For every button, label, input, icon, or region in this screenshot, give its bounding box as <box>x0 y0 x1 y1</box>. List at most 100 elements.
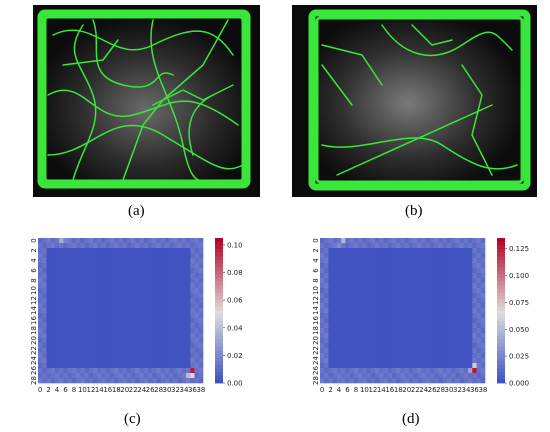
heatmap-c-cell <box>152 308 157 314</box>
heatmap-d-cell <box>430 253 435 259</box>
heatmap-d-cell <box>446 348 452 354</box>
heatmap-d-cell <box>404 353 410 359</box>
heatmap-c-cell <box>198 313 204 319</box>
heatmap-c-cell <box>143 248 149 254</box>
heatmap-c-cell <box>80 373 85 379</box>
heatmap-c-ytick: 22 <box>30 346 38 355</box>
heatmap-c-cell <box>93 323 98 329</box>
heatmap-d-cell <box>425 333 431 339</box>
heatmap-c-cell <box>42 273 47 279</box>
heatmap-c-cell <box>152 293 157 299</box>
heatmap-d-cell <box>400 328 405 334</box>
heatmap-c-cell <box>88 288 94 294</box>
heatmap-c-cell <box>59 358 64 364</box>
heatmap-d-cell <box>413 263 418 269</box>
heatmap-c-cell <box>42 278 47 284</box>
heatmap-c-cell <box>198 353 204 359</box>
heatmap-c-cell <box>164 358 170 364</box>
heatmap-d-cell <box>408 273 414 279</box>
heatmap-c-cell <box>131 293 136 299</box>
heatmap-c-colorbar-step <box>215 263 223 268</box>
heatmap-d-cell <box>400 293 405 299</box>
heatmap-c-cell <box>190 313 195 319</box>
heatmap-c-cell <box>109 278 115 284</box>
heatmap-c-cell <box>152 243 157 249</box>
heatmap-d-cell <box>413 323 418 329</box>
heatmap-d-cell <box>413 358 418 364</box>
heatmap-c-colorbar-label: 0.10 <box>227 241 243 249</box>
heatmap-c-cell <box>143 258 149 264</box>
heatmap-d-cell <box>404 368 410 374</box>
heatmap-c-cell <box>38 283 43 289</box>
heatmap-c-cell <box>148 248 153 254</box>
heatmap-d-cell <box>362 323 367 329</box>
heatmap-d-cell <box>358 368 363 374</box>
heatmap-d-cell <box>417 248 422 254</box>
heatmap-d-cell <box>438 293 443 299</box>
tracking-image-a <box>33 5 260 197</box>
heatmap-c-cell <box>122 288 128 294</box>
heatmap-c-cell <box>67 348 73 354</box>
heatmap-d-cell <box>438 313 443 319</box>
heatmap-c-cell <box>93 268 98 274</box>
heatmap-d-cell <box>446 253 452 259</box>
heatmap-c-cell <box>50 238 56 244</box>
heatmap-c-cell <box>50 318 56 324</box>
heatmap-c-cell <box>101 368 106 374</box>
heatmap-d-cell <box>438 348 443 354</box>
heatmap-c-cell <box>177 353 183 359</box>
heatmap-c-cell <box>131 338 136 344</box>
heatmap-c-cell <box>46 288 51 294</box>
heatmap-d-cell <box>438 263 443 269</box>
heatmap-c-cell <box>93 338 98 344</box>
heatmap-d-cell <box>345 293 350 299</box>
heatmap-c-cell <box>46 358 51 364</box>
heatmap-d-colorbar-label: 0.025 <box>509 353 529 361</box>
heatmap-c-cell <box>50 343 56 349</box>
heatmap-c-cell <box>88 303 94 309</box>
heatmap-c-cell <box>143 373 149 379</box>
heatmap-d-cell <box>451 298 456 304</box>
heatmap-d-cell <box>463 373 469 379</box>
heatmap-d-cell <box>341 298 346 304</box>
heatmap-d-cell <box>362 313 367 319</box>
heatmap-c-cell <box>97 318 102 324</box>
heatmap-c-cell <box>181 243 187 249</box>
heatmap-d-colorbar-step <box>497 335 505 340</box>
heatmap-d-cell <box>328 293 333 299</box>
heatmap-c-cell <box>67 368 73 374</box>
heatmap-d-cell <box>391 303 397 309</box>
heatmap-c-cell <box>177 348 183 354</box>
heatmap-c-cell <box>114 298 119 304</box>
heatmap-d-cell <box>324 318 329 324</box>
heatmap-d-cell <box>476 258 482 264</box>
heatmap-d-cell <box>404 348 410 354</box>
heatmap-d-cell <box>396 298 401 304</box>
heatmap-c-cell <box>46 258 51 264</box>
heatmap-d-cell <box>320 343 325 349</box>
heatmap-d-cell <box>459 343 465 349</box>
heatmap-c-cell <box>50 283 56 289</box>
heatmap-c-cell <box>88 238 94 244</box>
heatmap-d-cell <box>320 303 325 309</box>
heatmap-c-cell <box>71 363 77 369</box>
heatmap-d-cell <box>324 268 329 274</box>
heatmap-c-cell <box>169 238 174 244</box>
heatmap-c-cell <box>198 348 204 354</box>
heatmap-d-cell <box>438 258 443 264</box>
heatmap-c-cell <box>152 253 157 259</box>
heatmap-c-colorbar-step <box>215 343 223 348</box>
heatmap-d-cell <box>375 378 380 384</box>
heatmap-d-cell <box>404 263 410 269</box>
heatmap-c-cell <box>186 243 191 249</box>
heatmap-c-cell <box>76 363 81 369</box>
heatmap-c-cell <box>131 358 136 364</box>
heatmap-d-cell <box>383 353 388 359</box>
heatmap-d-cell <box>362 238 367 244</box>
heatmap-d-cell <box>468 368 473 374</box>
heatmap-d-cell <box>413 258 418 264</box>
heatmap-d-cell <box>396 293 401 299</box>
heatmap-d-cell <box>391 318 397 324</box>
heatmap-d-cell <box>358 358 363 364</box>
heatmap-c-cell <box>63 343 68 349</box>
